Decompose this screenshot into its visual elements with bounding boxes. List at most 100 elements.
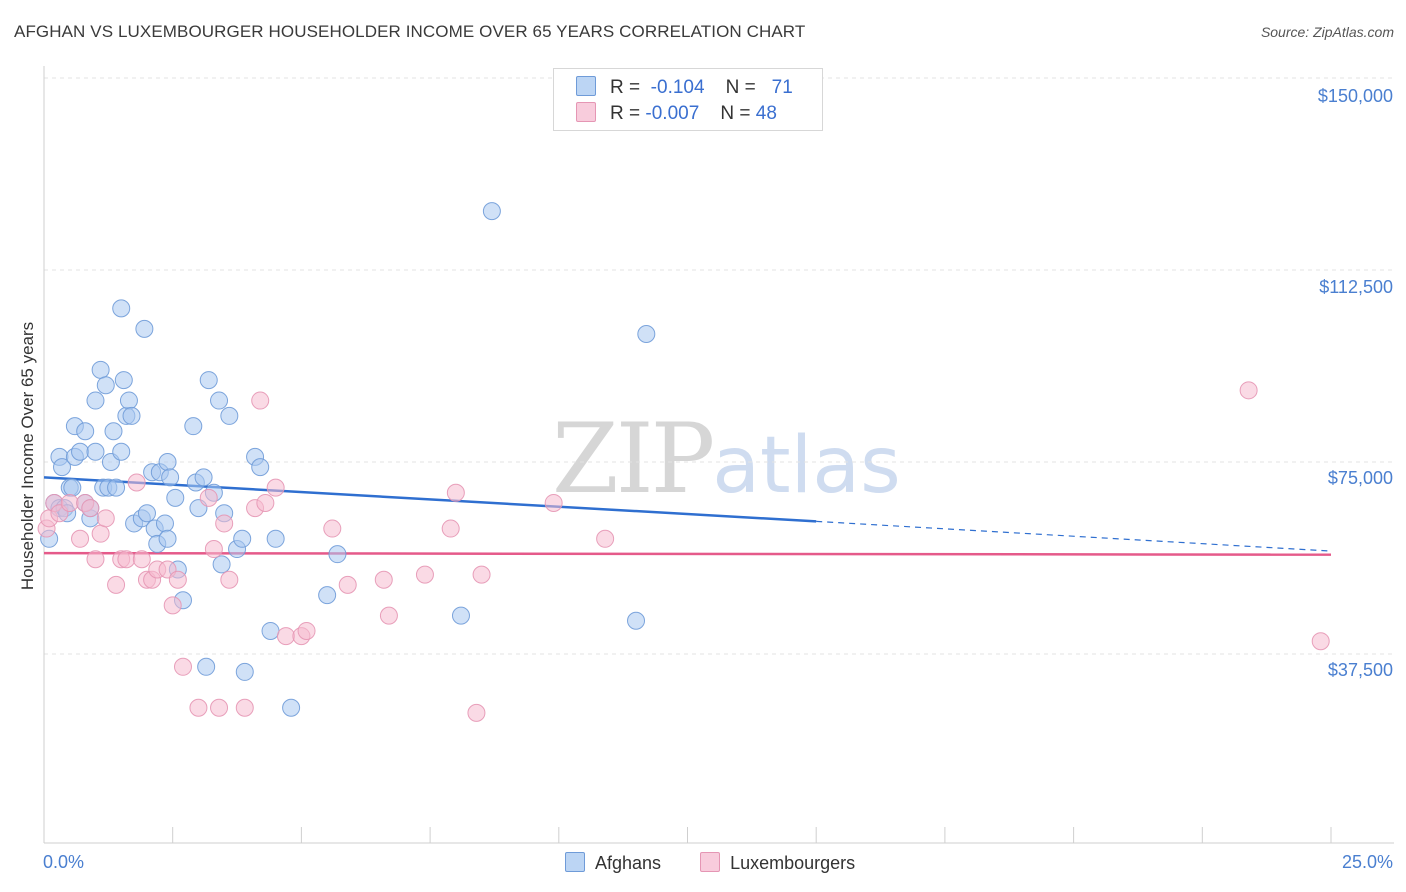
afghans-point bbox=[266, 529, 285, 548]
stats-legend: R = -0.104 N = 71 R = -0.007 N = 48 bbox=[553, 68, 823, 131]
afghans-point bbox=[91, 360, 110, 379]
luxembourgers-point bbox=[266, 478, 285, 497]
r-value-afghans: -0.104 bbox=[650, 77, 705, 98]
afghans-point bbox=[261, 621, 280, 640]
grid-lines bbox=[44, 77, 1394, 655]
afghans-point bbox=[137, 504, 156, 523]
luxembourgers-point bbox=[220, 570, 239, 589]
afghans-point bbox=[158, 529, 177, 548]
luxembourgers-point bbox=[1239, 381, 1258, 400]
legend-row-luxembourgers: R = -0.007 N = 48 bbox=[576, 102, 777, 126]
afghans-point bbox=[96, 376, 115, 395]
afghans-point bbox=[197, 657, 216, 676]
afghans-point bbox=[114, 371, 133, 390]
legend-item-luxembourgers[interactable]: Luxembourgers bbox=[700, 852, 855, 874]
afghans-point bbox=[212, 555, 231, 574]
afghans-point bbox=[86, 442, 105, 461]
afghans-point bbox=[53, 458, 72, 477]
r-value-luxembourgers: -0.007 bbox=[645, 103, 700, 124]
luxembourgers-point bbox=[210, 698, 229, 717]
chart-title: AFGHAN VS LUXEMBOURGER HOUSEHOLDER INCOM… bbox=[14, 22, 806, 41]
afghans-legend-label: Afghans bbox=[595, 853, 662, 873]
afghans-point bbox=[220, 406, 239, 425]
luxembourgers-point bbox=[173, 657, 192, 676]
afghans-point bbox=[112, 442, 131, 461]
x-tick-label-min: 0.0% bbox=[43, 852, 85, 872]
luxembourgers-trend-line bbox=[43, 551, 1332, 556]
n-value-afghans: 71 bbox=[771, 77, 793, 98]
afghans-point bbox=[194, 468, 213, 487]
afghans-point bbox=[86, 391, 105, 410]
luxembourgers-point bbox=[415, 565, 434, 584]
n-value-luxembourgers: 48 bbox=[755, 103, 777, 124]
y-tick-label-37500: $37,500 bbox=[1327, 660, 1393, 680]
luxembourgers-point bbox=[199, 488, 218, 507]
afghans-point bbox=[282, 698, 301, 717]
luxembourgers-point bbox=[96, 509, 115, 528]
legend-row-afghans: R = -0.104 N = 71 bbox=[576, 76, 793, 100]
afghans-point bbox=[251, 458, 270, 477]
luxembourgers-point bbox=[71, 529, 90, 548]
afghans-point bbox=[627, 611, 646, 630]
luxembourgers-point bbox=[446, 483, 465, 502]
luxembourgers-point bbox=[168, 570, 187, 589]
source-label: Source: ZipAtlas.com bbox=[1260, 24, 1394, 40]
afghans-point bbox=[158, 453, 177, 471]
series-legend: Afghans Luxembourgers bbox=[565, 852, 889, 874]
luxembourgers-point bbox=[472, 565, 491, 584]
afghans-point bbox=[119, 391, 138, 410]
afghans-point bbox=[235, 662, 254, 681]
afghans-point bbox=[210, 391, 229, 410]
x-tick-label-max: 25.0% bbox=[1341, 852, 1393, 872]
luxembourgers-point bbox=[81, 499, 100, 518]
afghans-point bbox=[107, 478, 126, 497]
data-points bbox=[37, 202, 1330, 722]
luxembourgers-point bbox=[544, 493, 563, 512]
luxembourgers-point bbox=[117, 550, 136, 569]
afghans-point bbox=[328, 545, 347, 564]
luxembourgers-point bbox=[235, 698, 254, 717]
watermark-atlas: atlas bbox=[712, 421, 901, 511]
n-label: N = bbox=[725, 77, 756, 98]
afghans-point bbox=[104, 422, 123, 441]
afghans-point bbox=[63, 478, 82, 497]
r-label: R = bbox=[610, 77, 641, 98]
y-tick-label-75000: $75,000 bbox=[1327, 468, 1393, 488]
y-tick-label-150000: $150,000 bbox=[1317, 86, 1393, 106]
luxembourgers-point bbox=[256, 493, 275, 512]
afghans-point bbox=[161, 468, 180, 487]
afghans-point bbox=[166, 488, 185, 507]
luxembourgers-point bbox=[297, 621, 316, 640]
y-tick-label-112500: $112,500 bbox=[1319, 277, 1393, 297]
afghans-swatch bbox=[576, 76, 596, 96]
luxembourgers-swatch bbox=[576, 102, 596, 122]
afghans-point bbox=[451, 606, 470, 625]
n-label: N = bbox=[720, 103, 751, 124]
watermark-zip: ZIP bbox=[552, 403, 715, 515]
luxembourgers-point bbox=[1311, 632, 1330, 651]
luxembourgers-point bbox=[596, 529, 615, 548]
luxembourgers-point bbox=[91, 524, 110, 543]
luxembourgers-point bbox=[86, 550, 105, 569]
afghans-trend-extension bbox=[816, 520, 1332, 552]
luxembourgers-point bbox=[60, 493, 79, 512]
afghans-point bbox=[112, 299, 131, 318]
luxembourgers-point bbox=[338, 575, 357, 594]
afghans-trend-line bbox=[43, 476, 817, 523]
afghans-point bbox=[184, 417, 203, 436]
luxembourgers-legend-swatch bbox=[700, 852, 721, 872]
luxembourgers-point bbox=[251, 391, 270, 410]
luxembourgers-point bbox=[204, 540, 223, 559]
luxembourgers-point bbox=[374, 570, 393, 589]
luxembourgers-point bbox=[163, 596, 182, 615]
axes bbox=[43, 66, 1394, 844]
afghans-legend-swatch bbox=[565, 852, 585, 872]
luxembourgers-point bbox=[323, 519, 342, 538]
luxembourgers-point bbox=[379, 606, 398, 625]
legend-item-afghans[interactable]: Afghans bbox=[565, 852, 661, 874]
afghans-point bbox=[199, 371, 218, 390]
luxembourgers-point bbox=[467, 703, 486, 722]
luxembourgers-point bbox=[132, 550, 151, 569]
watermark: ZIPatlas bbox=[552, 403, 901, 515]
